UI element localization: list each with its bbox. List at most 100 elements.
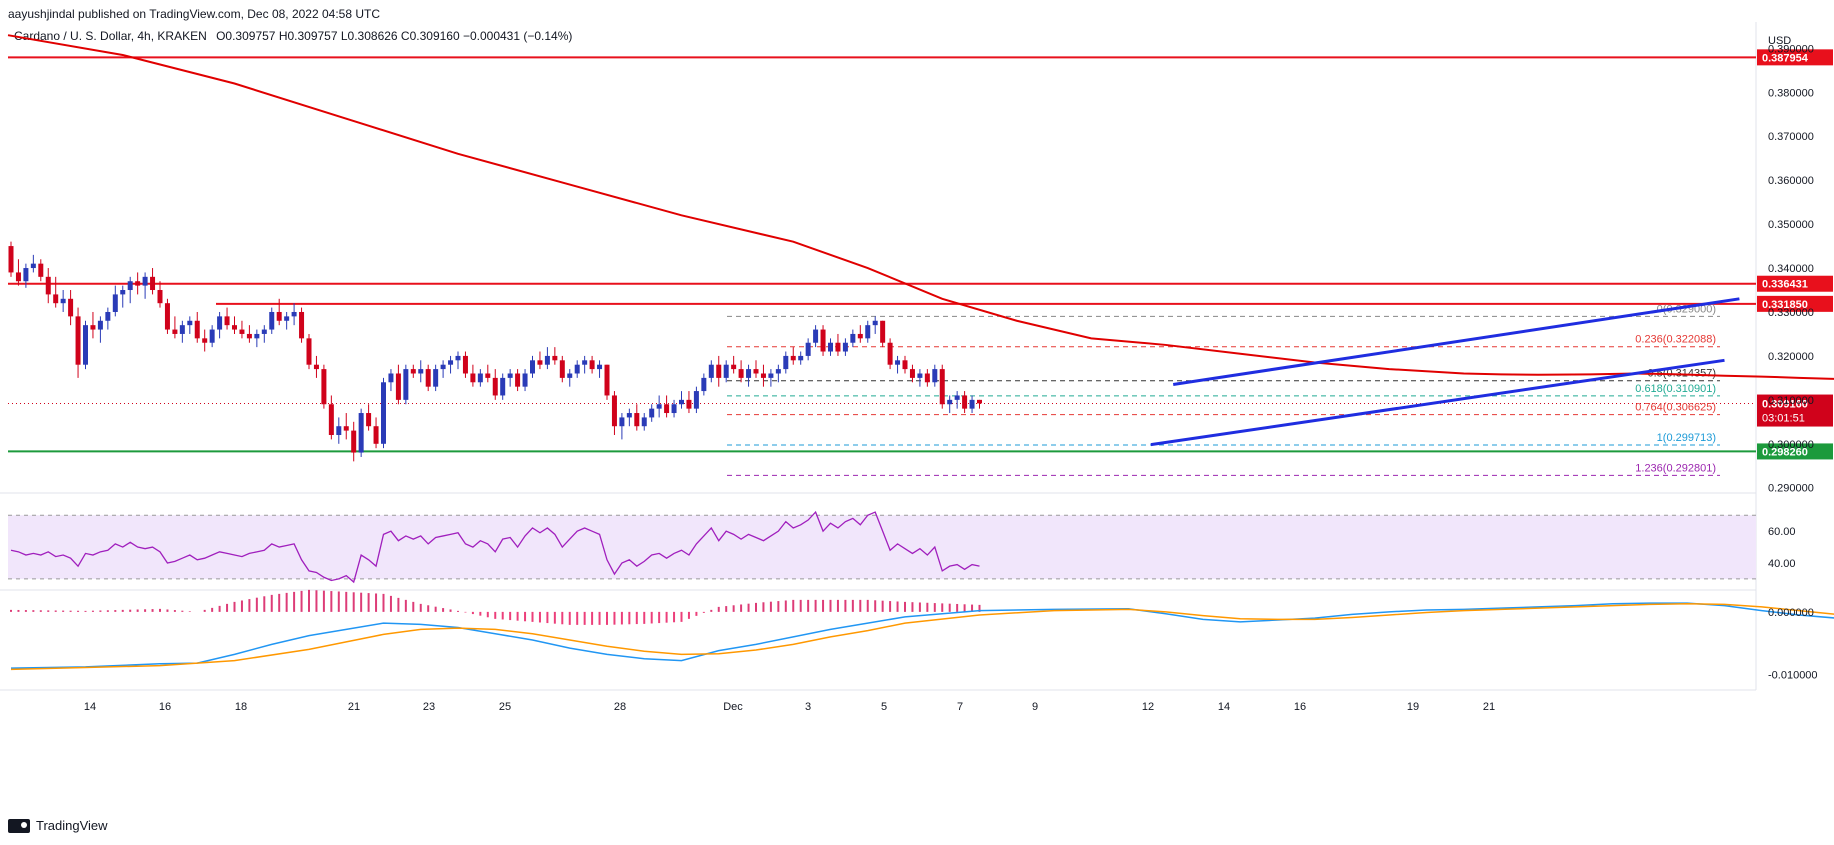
candle-body (567, 373, 573, 378)
candle-body (284, 316, 290, 321)
candle-body (157, 290, 163, 304)
candle-body (716, 364, 722, 378)
candle-body (313, 364, 319, 370)
candle-body (30, 263, 36, 269)
time-tick-label: 14 (1218, 701, 1230, 713)
candle-body (947, 399, 953, 405)
candle-body (738, 369, 744, 378)
macd-tick-label: -0.010000 (1768, 669, 1818, 681)
time-tick-label: 5 (881, 701, 887, 713)
price-tick-label: 0.320000 (1768, 351, 1814, 363)
candle-body (731, 364, 737, 370)
channel-upper-line (1172, 297, 1740, 386)
candle-body (857, 333, 863, 339)
candle-body (38, 263, 44, 277)
candle-body (254, 333, 260, 339)
candle-body (224, 316, 230, 326)
time-tick-label: 16 (1294, 701, 1306, 713)
price-tick-label: 0.330000 (1768, 307, 1814, 319)
candle-body (232, 325, 237, 330)
candle-body (8, 246, 14, 273)
fib-level-label: 0.764(0.306625) (1635, 402, 1716, 414)
time-tick-label: 25 (499, 701, 511, 713)
candle-body (500, 377, 506, 396)
candle-body (202, 338, 208, 343)
candle-body (90, 325, 96, 330)
candle-body (485, 373, 491, 378)
resistance-3-price-label: 0.331850 (1762, 299, 1808, 311)
candle-body (544, 355, 550, 365)
macd-signal-line (10, 602, 1834, 671)
candle-body (276, 311, 282, 321)
candle-body (164, 303, 170, 330)
candle-body (15, 272, 21, 282)
candle-body (768, 373, 774, 378)
candle-body (954, 395, 960, 400)
candle-body (83, 325, 88, 365)
candle-body (120, 290, 126, 295)
candle-body (440, 364, 446, 370)
candle-body (813, 329, 819, 343)
resistance-1-price-label: 0.387954 (1762, 52, 1809, 64)
candle-body (261, 329, 267, 334)
price-tick-label: 0.340000 (1768, 263, 1814, 275)
candle-body (306, 338, 312, 365)
candle-body (45, 276, 51, 295)
support-price-label: 0.298260 (1762, 446, 1808, 458)
candle-body (962, 395, 968, 409)
rsi-tick-label: 40.00 (1768, 558, 1796, 570)
candle-body (522, 373, 528, 387)
candle-body (507, 373, 513, 378)
candle-body (217, 316, 223, 330)
candle-body (597, 364, 603, 370)
candle-body (917, 373, 923, 378)
candle-body (455, 355, 461, 361)
candle-body (835, 342, 841, 352)
candle-body (969, 399, 975, 409)
candle-body (850, 333, 856, 343)
resistance-2-price-tag (1757, 275, 1833, 292)
price-tick-label: 0.370000 (1768, 131, 1814, 143)
candle-body (664, 404, 670, 414)
candle-body (269, 311, 275, 330)
candle-body (783, 355, 789, 370)
candle-body (127, 281, 133, 291)
ohlc-readout: O0.309757 H0.309757 L0.308626 C0.309160 … (216, 29, 573, 43)
candle-body (239, 329, 245, 334)
candle-body (246, 333, 252, 339)
candle-body (477, 373, 483, 383)
candle-body (194, 320, 200, 339)
candle-body (403, 369, 409, 400)
candle-body (895, 360, 901, 365)
time-tick-label: 16 (159, 701, 171, 713)
candle-body (880, 320, 886, 343)
candle-body (470, 373, 476, 383)
candle-body (708, 364, 714, 378)
candle-body (530, 360, 535, 374)
candle-body (373, 426, 379, 444)
candle-body (686, 399, 692, 409)
candle-body (351, 430, 357, 453)
time-tick-label: Dec (723, 701, 743, 713)
candle-body (865, 325, 871, 339)
candle-body (358, 413, 364, 453)
tradingview-footer: TradingView (8, 818, 108, 833)
candle-body (448, 360, 454, 365)
candle-body (336, 426, 342, 436)
candle-body (68, 298, 74, 317)
candle-body (209, 329, 215, 343)
candle-body (142, 276, 148, 286)
candle-body (701, 377, 707, 392)
candle-body (343, 426, 349, 431)
fib-level-label: 0.618(0.310901) (1635, 383, 1716, 395)
candle-body (150, 276, 156, 291)
candle-body (775, 369, 781, 374)
candle-body (537, 360, 543, 365)
time-tick-label: 7 (957, 701, 963, 713)
candle-body (552, 355, 558, 361)
candle-body (611, 395, 617, 427)
candle-body (902, 360, 908, 370)
brand-label: TradingView (36, 818, 108, 833)
countdown-label: 03:01:51 (1762, 413, 1805, 425)
